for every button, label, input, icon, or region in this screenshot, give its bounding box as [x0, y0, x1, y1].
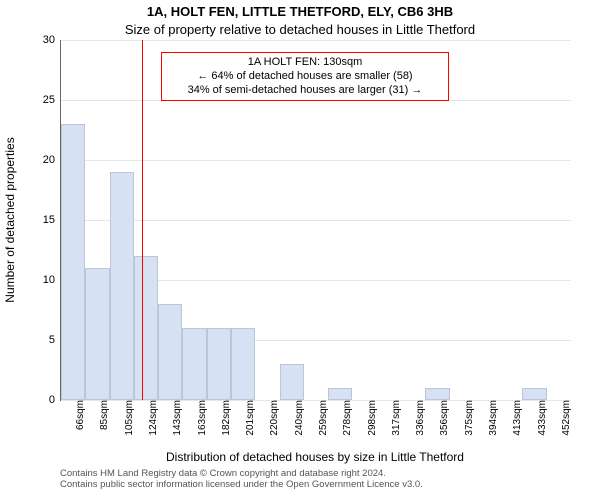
- x-tick-label: 278sqm: [342, 400, 353, 446]
- footer-line2: Contains public sector information licen…: [60, 479, 423, 490]
- x-tick-label: 240sqm: [294, 400, 305, 446]
- x-tick-label: 298sqm: [367, 400, 378, 446]
- plot-area: 1A HOLT FEN: 130sqm← 64% of detached hou…: [60, 40, 571, 401]
- footer-attribution: Contains HM Land Registry data © Crown c…: [60, 468, 423, 491]
- x-tick-label: 85sqm: [99, 400, 110, 446]
- x-tick-label: 220sqm: [269, 400, 280, 446]
- x-tick-label: 182sqm: [221, 400, 232, 446]
- x-tick-label: 105sqm: [124, 400, 135, 446]
- bar: [61, 124, 85, 400]
- gridline: [61, 220, 571, 221]
- bar: [85, 268, 109, 400]
- gridline: [61, 40, 571, 41]
- bar: [207, 328, 231, 400]
- annotation-box: 1A HOLT FEN: 130sqm← 64% of detached hou…: [161, 52, 449, 101]
- x-tick-label: 413sqm: [512, 400, 523, 446]
- x-tick-label: 375sqm: [464, 400, 475, 446]
- annotation-line: 1A HOLT FEN: 130sqm: [170, 56, 440, 70]
- x-tick-label: 317sqm: [391, 400, 402, 446]
- gridline: [61, 160, 571, 161]
- y-tick-label: 0: [25, 394, 55, 406]
- y-tick-label: 10: [25, 274, 55, 286]
- bar: [328, 388, 352, 400]
- bar: [158, 304, 182, 400]
- bar: [110, 172, 134, 400]
- x-tick-label: 143sqm: [172, 400, 183, 446]
- bar: [522, 388, 546, 400]
- bar: [280, 364, 304, 400]
- x-tick-label: 124sqm: [148, 400, 159, 446]
- chart-title-line1: 1A, HOLT FEN, LITTLE THETFORD, ELY, CB6 …: [0, 4, 600, 19]
- y-tick-label: 15: [25, 214, 55, 226]
- y-tick-label: 30: [25, 34, 55, 46]
- x-tick-label: 201sqm: [245, 400, 256, 446]
- y-tick-label: 5: [25, 334, 55, 346]
- x-tick-label: 452sqm: [561, 400, 572, 446]
- annotation-line: ← 64% of detached houses are smaller (58…: [170, 70, 440, 84]
- footer-line1: Contains HM Land Registry data © Crown c…: [60, 468, 423, 479]
- chart-title-line2: Size of property relative to detached ho…: [0, 22, 600, 37]
- x-tick-label: 163sqm: [197, 400, 208, 446]
- bar: [182, 328, 206, 400]
- chart-container: 1A, HOLT FEN, LITTLE THETFORD, ELY, CB6 …: [0, 0, 600, 500]
- x-tick-label: 433sqm: [537, 400, 548, 446]
- x-axis-label: Distribution of detached houses by size …: [60, 450, 570, 464]
- x-tick-label: 356sqm: [439, 400, 450, 446]
- y-axis-label: Number of detached properties: [3, 137, 17, 302]
- x-tick-label: 394sqm: [488, 400, 499, 446]
- y-tick-label: 25: [25, 94, 55, 106]
- annotation-line: 34% of semi-detached houses are larger (…: [170, 84, 440, 98]
- y-tick-label: 20: [25, 154, 55, 166]
- bar: [134, 256, 158, 400]
- reference-line: [142, 40, 143, 400]
- bar: [425, 388, 449, 400]
- x-tick-label: 336sqm: [415, 400, 426, 446]
- bar: [231, 328, 255, 400]
- x-tick-label: 259sqm: [318, 400, 329, 446]
- x-tick-label: 66sqm: [75, 400, 86, 446]
